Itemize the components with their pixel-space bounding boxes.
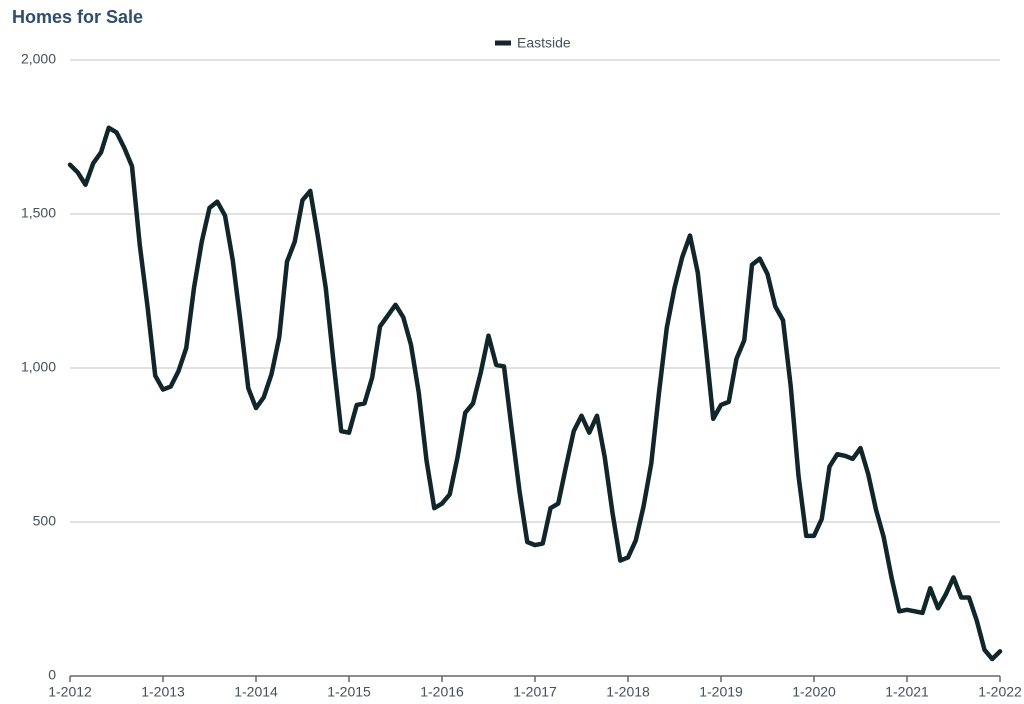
y-tick-label: 0 xyxy=(48,667,56,683)
x-tick-label: 1-2014 xyxy=(234,684,278,700)
y-tick-label: 500 xyxy=(33,513,57,529)
x-tick-label: 1-2018 xyxy=(606,684,650,700)
x-tick-label: 1-2017 xyxy=(513,684,557,700)
x-tick-label: 1-2020 xyxy=(792,684,836,700)
y-tick-label: 1,000 xyxy=(21,359,56,375)
y-tick-label: 1,500 xyxy=(21,205,56,221)
y-tick-label: 2,000 xyxy=(21,51,56,67)
chart-title: Homes for Sale xyxy=(12,7,143,27)
x-tick-label: 1-2015 xyxy=(327,684,371,700)
x-tick-label: 1-2021 xyxy=(885,684,929,700)
legend-label: Eastside xyxy=(517,35,571,51)
x-tick-label: 1-2022 xyxy=(978,684,1022,700)
x-tick-label: 1-2019 xyxy=(699,684,743,700)
x-tick-label: 1-2016 xyxy=(420,684,464,700)
x-tick-label: 1-2012 xyxy=(48,684,92,700)
line-series xyxy=(67,125,1003,662)
x-tick-label: 1-2013 xyxy=(141,684,185,700)
